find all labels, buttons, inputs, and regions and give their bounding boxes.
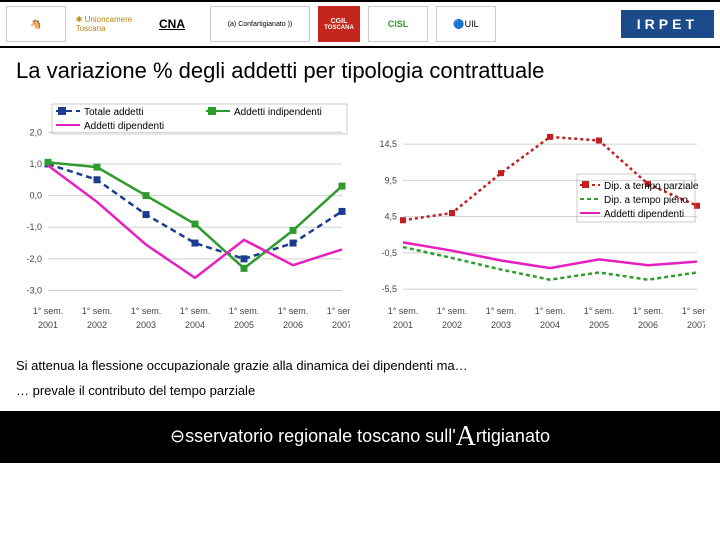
logo-cna: CNA xyxy=(142,6,202,42)
svg-text:1° sem.: 1° sem. xyxy=(33,306,64,316)
footer-line2: … prevale il contributo del tempo parzia… xyxy=(16,379,704,404)
chart-right: -5,5 -0,5 4,5 9,5 14,5 1° sem. 2001 1° sem. 2002… xyxy=(365,102,710,342)
oval-icon: ⊖ xyxy=(170,426,185,446)
svg-text:Totale addetti: Totale addetti xyxy=(84,107,144,118)
bar-post: rtigianato xyxy=(476,426,550,446)
svg-text:2001: 2001 xyxy=(393,320,413,330)
svg-text:Addetti indipendenti: Addetti indipendenti xyxy=(234,107,322,118)
svg-text:1° sem.: 1° sem. xyxy=(682,306,705,316)
svg-text:4,5: 4,5 xyxy=(384,212,397,222)
logo-confartigianato: (a) Confartigianato )) xyxy=(210,6,310,42)
svg-text:2007: 2007 xyxy=(687,320,705,330)
svg-text:-2,0: -2,0 xyxy=(26,254,42,264)
svg-text:Addetti dipendenti: Addetti dipendenti xyxy=(84,121,164,132)
footer-text: Si attenua la flessione occupazionale gr… xyxy=(0,346,720,411)
logo-regione: 🐴 xyxy=(6,6,66,42)
bar-pre: sservatorio regionale toscano sull' xyxy=(185,426,456,446)
svg-text:0,0: 0,0 xyxy=(29,191,42,201)
logo-cisl: CISL xyxy=(368,6,428,42)
svg-text:1° sem.: 1° sem. xyxy=(633,306,664,316)
svg-text:1° sem.: 1° sem. xyxy=(82,306,113,316)
svg-text:2003: 2003 xyxy=(136,320,156,330)
svg-text:-5,5: -5,5 xyxy=(381,284,397,294)
svg-text:Dip. a tempo pieno: Dip. a tempo pieno xyxy=(604,195,688,206)
logo-header: 🐴 ✱ UnioncamereToscana CNA (a) Confartig… xyxy=(0,0,720,48)
svg-text:2003: 2003 xyxy=(491,320,511,330)
irpet-badge: IRPET xyxy=(621,10,714,38)
svg-text:1° sem.: 1° sem. xyxy=(584,306,615,316)
svg-text:1° sem.: 1° sem. xyxy=(327,306,350,316)
logo-uil: 🔵UIL xyxy=(436,6,496,42)
svg-text:2007: 2007 xyxy=(332,320,350,330)
chart-left: -3,0 -2,0 -1,0 0,0 1,0 2,0 1° sem. 2001 1° sem. 2… xyxy=(10,102,355,342)
svg-text:Dip. a tempo parziale: Dip. a tempo parziale xyxy=(604,181,699,192)
black-footer-bar: ⊖sservatorio regionale toscano sull'Arti… xyxy=(0,411,720,463)
svg-text:2004: 2004 xyxy=(540,320,560,330)
svg-text:1° sem.: 1° sem. xyxy=(278,306,309,316)
svg-text:2005: 2005 xyxy=(234,320,254,330)
svg-text:-3,0: -3,0 xyxy=(26,286,42,296)
svg-text:2004: 2004 xyxy=(185,320,205,330)
svg-text:1° sem.: 1° sem. xyxy=(229,306,260,316)
svg-text:2006: 2006 xyxy=(638,320,658,330)
svg-text:1° sem.: 1° sem. xyxy=(180,306,211,316)
svg-text:2001: 2001 xyxy=(38,320,58,330)
svg-text:1° sem.: 1° sem. xyxy=(388,306,419,316)
svg-text:2006: 2006 xyxy=(283,320,303,330)
svg-text:14,5: 14,5 xyxy=(379,139,397,149)
footer-line1: Si attenua la flessione occupazionale gr… xyxy=(16,354,704,379)
svg-text:1,0: 1,0 xyxy=(29,159,42,169)
svg-text:Addetti dipendenti: Addetti dipendenti xyxy=(604,209,684,220)
charts-row: -3,0 -2,0 -1,0 0,0 1,0 2,0 1° sem. 2001 1° sem. 2… xyxy=(0,94,720,346)
svg-text:9,5: 9,5 xyxy=(384,175,397,185)
svg-text:1° sem.: 1° sem. xyxy=(535,306,566,316)
svg-text:2002: 2002 xyxy=(87,320,107,330)
svg-text:1° sem.: 1° sem. xyxy=(486,306,517,316)
bar-a: A xyxy=(456,421,476,452)
logo-cgil: CGILTOSCANA xyxy=(318,6,360,42)
logo-unioncamere: ✱ UnioncamereToscana xyxy=(74,6,134,42)
svg-text:-0,5: -0,5 xyxy=(381,248,397,258)
svg-text:1° sem.: 1° sem. xyxy=(131,306,162,316)
svg-text:2002: 2002 xyxy=(442,320,462,330)
svg-text:2,0: 2,0 xyxy=(29,127,42,137)
page-title: La variazione % degli addetti per tipolo… xyxy=(0,48,720,94)
svg-text:-1,0: -1,0 xyxy=(26,222,42,232)
svg-text:1° sem.: 1° sem. xyxy=(437,306,468,316)
svg-text:2005: 2005 xyxy=(589,320,609,330)
